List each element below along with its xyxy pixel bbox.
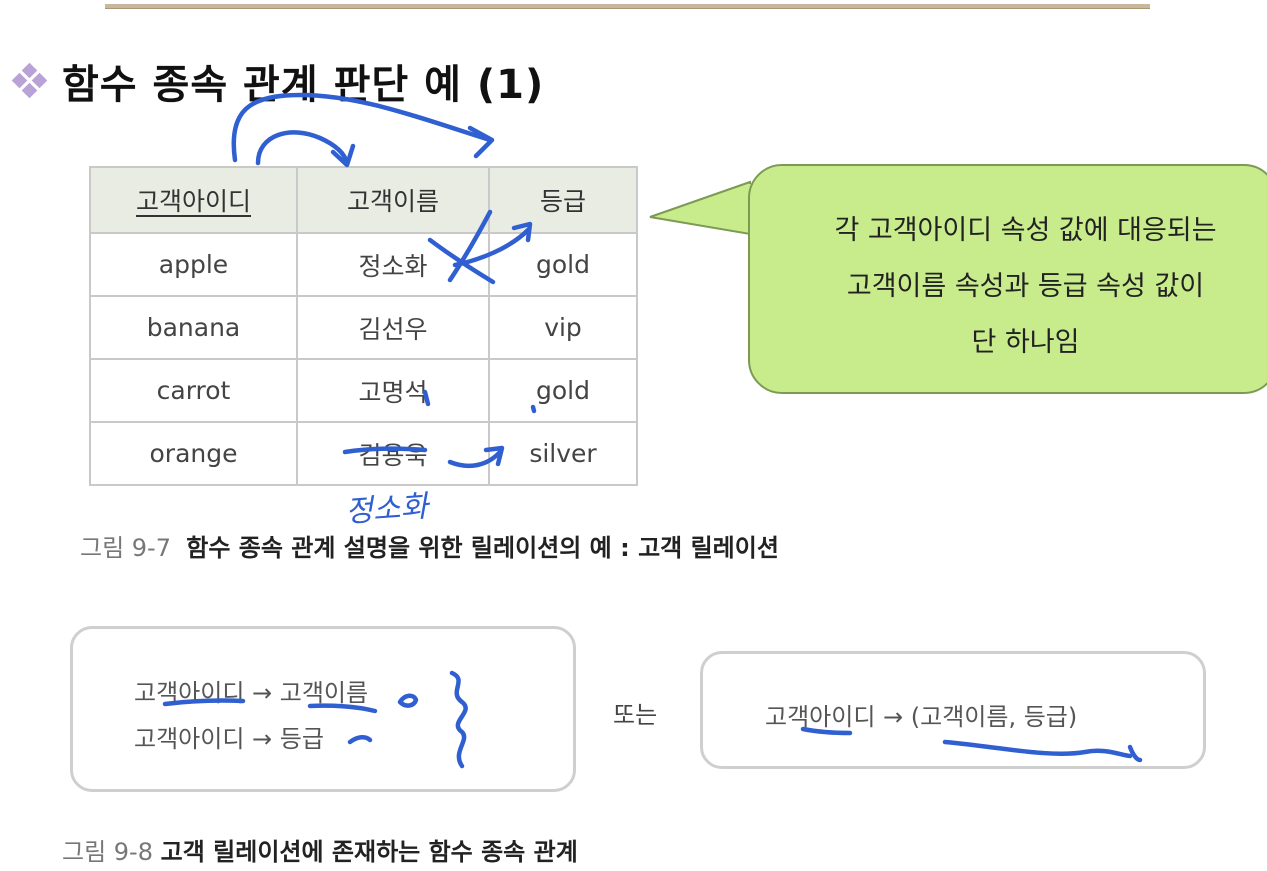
- page-title: 함수 종속 관계 판단 예 (1): [62, 62, 545, 108]
- handwritten-name: 정소화: [344, 489, 430, 530]
- cell-name: 김선우: [296, 295, 490, 360]
- header-customer-name: 고객이름: [296, 166, 490, 234]
- figure-caption-9-7: 그림 9-7 함수 종속 관계 설명을 위한 릴레이션의 예 : 고객 릴레이션: [80, 528, 779, 563]
- pen-arrowhead: [330, 143, 356, 168]
- callout-line-1: 각 고객아이디 속성 값에 대응되는: [834, 215, 1217, 246]
- diamond-bullet-icon: [11, 62, 48, 99]
- callout-bubble: [748, 164, 1267, 394]
- callout-tail: [649, 180, 751, 236]
- or-label: 또는: [613, 701, 658, 729]
- table-row: banana 김선우 vip: [89, 295, 638, 360]
- callout-line-3: 단 하나임: [971, 327, 1080, 358]
- callout-text: 각 고객아이디 속성 값에 대응되는 고객이름 속성과 등급 속성 값이 단 하…: [778, 203, 1267, 371]
- fd-line-grade: 고객아이디 → 등급: [134, 725, 324, 753]
- fd-line-name: 고객아이디 → 고객이름: [134, 679, 369, 707]
- cell-name: 정소화: [296, 232, 490, 297]
- pen-arrow-id-to-name: [255, 130, 350, 166]
- figure-number: 그림 9-8: [62, 838, 153, 866]
- fd-box-separate: [70, 626, 576, 792]
- cell-id: banana: [89, 295, 298, 360]
- cell-grade: gold: [488, 358, 638, 423]
- header-customer-id: 고객아이디: [135, 187, 251, 216]
- table-row: orange 김용욱 silver: [89, 421, 638, 486]
- top-rule: [105, 4, 1150, 9]
- cell-grade: gold: [488, 232, 638, 297]
- header-grade: 등급: [488, 166, 638, 234]
- cell-grade: vip: [488, 295, 638, 360]
- cell-id: orange: [89, 421, 298, 486]
- title-row: 함수 종속 관계 판단 예 (1): [11, 52, 545, 110]
- fd-line-combined: 고객아이디 → (고객이름, 등급): [765, 703, 1078, 731]
- pen-arrowhead: [467, 125, 495, 159]
- cell-grade: silver: [488, 421, 638, 486]
- callout-line-2: 고객이름 속성과 등급 속성 값이: [846, 271, 1205, 302]
- cell-name: 고명석: [296, 358, 490, 423]
- table-header-row: 고객아이디 고객이름 등급: [89, 166, 638, 234]
- figure-number: 그림 9-7: [80, 534, 171, 562]
- cell-id: apple: [89, 232, 298, 297]
- table-row: carrot 고명석 gold: [89, 358, 638, 423]
- customer-relation-table: 고객아이디 고객이름 등급 apple 정소화 gold banana 김선우 …: [89, 166, 638, 486]
- cell-name: 김용욱: [296, 421, 490, 486]
- figure-caption-text: 함수 종속 관계 설명을 위한 릴레이션의 예 : 고객 릴레이션: [186, 534, 779, 562]
- figure-caption-9-8: 그림 9-8 고객 릴레이션에 존재하는 함수 종속 관계: [62, 832, 578, 867]
- figure-caption-text: 고객 릴레이션에 존재하는 함수 종속 관계: [160, 838, 578, 866]
- table-row: apple 정소화 gold: [89, 232, 638, 297]
- cell-id: carrot: [89, 358, 298, 423]
